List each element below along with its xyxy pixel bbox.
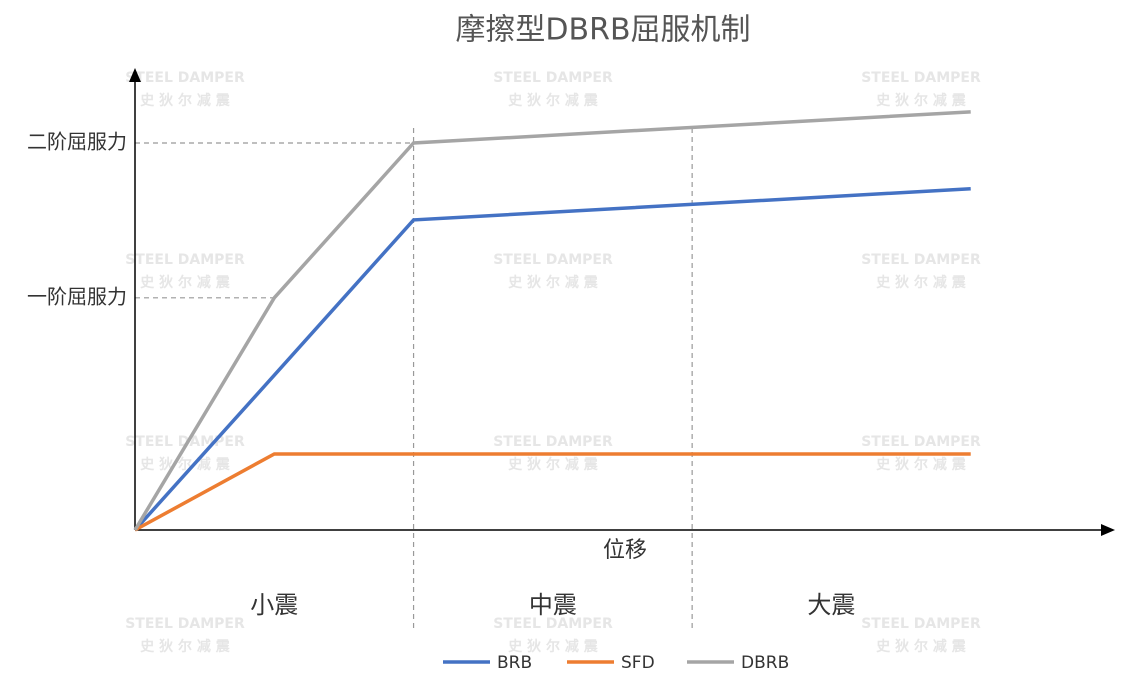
line-series	[134, 452, 971, 532]
legend-label: DBRB	[741, 653, 789, 673]
watermark: 史 狄 尔 减 震	[140, 274, 230, 291]
watermark: STEEL DAMPER	[861, 616, 981, 632]
legend-item: SFD	[567, 653, 655, 673]
watermark: STEEL DAMPER	[125, 252, 245, 268]
y-axis-arrow	[129, 68, 141, 82]
watermark: STEEL DAMPER	[125, 616, 245, 632]
watermark: 史 狄 尔 减 震	[140, 456, 230, 473]
watermark: STEEL DAMPER	[493, 434, 613, 450]
y-tick-label: 一阶屈服力	[27, 284, 127, 308]
watermark: 史 狄 尔 减 震	[876, 456, 966, 473]
watermark: 史 狄 尔 减 震	[508, 274, 598, 291]
legend-item: BRB	[443, 653, 532, 673]
watermark: 史 狄 尔 减 震	[508, 638, 598, 655]
chart-title: 摩擦型DBRB屈服机制	[455, 13, 750, 48]
watermark: STEEL DAMPER	[493, 70, 613, 86]
watermark: 史 狄 尔 减 震	[876, 638, 966, 655]
watermark: STEEL DAMPER	[125, 434, 245, 450]
watermark: 史 狄 尔 减 震	[508, 92, 598, 109]
watermark: STEEL DAMPER	[861, 70, 981, 86]
watermark: 史 狄 尔 减 震	[876, 274, 966, 291]
x-axis-label: 位移	[603, 538, 647, 563]
watermark: STEEL DAMPER	[125, 70, 245, 86]
legend-label: BRB	[497, 653, 532, 673]
watermark: 史 狄 尔 减 震	[876, 92, 966, 109]
line-series	[133, 110, 971, 531]
legend-label: SFD	[621, 653, 655, 673]
region-label: 小震	[250, 591, 298, 619]
watermark: STEEL DAMPER	[861, 434, 981, 450]
watermark: STEEL DAMPER	[493, 252, 613, 268]
region-label: 大震	[807, 591, 855, 619]
watermark: 史 狄 尔 减 震	[140, 92, 230, 109]
region-label: 中震	[529, 591, 577, 619]
y-tick-label: 二阶屈服力	[27, 129, 127, 153]
watermark: 史 狄 尔 减 震	[508, 456, 598, 473]
watermark: 史 狄 尔 减 震	[140, 638, 230, 655]
line-series	[133, 187, 971, 532]
legend-item: DBRB	[687, 653, 789, 673]
watermark: STEEL DAMPER	[861, 252, 981, 268]
watermark: STEEL DAMPER	[493, 616, 613, 632]
x-axis-arrow	[1101, 524, 1115, 536]
